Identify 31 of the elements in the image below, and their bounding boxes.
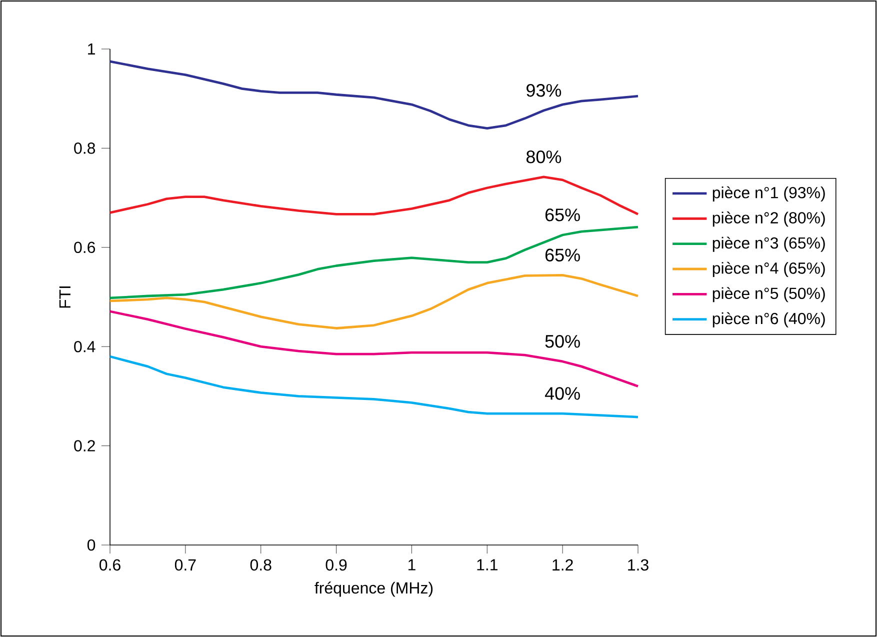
x-tick-label: 1	[408, 559, 416, 570]
legend-label: pièce n°3 (65%)	[712, 236, 825, 252]
x-tick-label: 1.1	[477, 559, 498, 570]
x-tick-label: 1.2	[552, 559, 573, 570]
line-series	[108, 226, 640, 300]
x-tick-label: 0.8	[250, 559, 272, 571]
legend-label: pièce n°4 (65%)	[712, 262, 825, 278]
y-tick-label: 0	[87, 539, 96, 551]
line-series	[108, 274, 640, 330]
annotation: 93%	[526, 84, 562, 97]
y-tick-label: 0.6	[74, 242, 96, 254]
y-axis-title: FTI	[59, 286, 70, 308]
annotation: 80%	[526, 150, 562, 164]
y-tick-label: 0.8	[74, 142, 96, 154]
legend-label: pièce n°5 (50%)	[712, 287, 825, 302]
annotation: 65%	[545, 248, 580, 262]
x-tick-label: 0.7	[174, 559, 196, 571]
y-tick-label: 0.2	[74, 440, 95, 452]
x-tick-label: 1.3	[628, 559, 648, 571]
x-tick-label: 0.6	[100, 559, 120, 571]
legend-label: pièce n°1 (93%)	[712, 186, 825, 202]
legend-label: pièce n°6 (40%)	[712, 312, 825, 328]
y-tick-label: 1	[88, 43, 95, 54]
line-series	[108, 355, 640, 418]
x-axis-title: fréquence (MHz)	[314, 582, 433, 597]
x-tick-label: 0.9	[326, 559, 347, 571]
annotation: 65%	[545, 208, 580, 222]
y-tick-label: 0.4	[74, 340, 96, 352]
legend-label: pièce n°2 (80%)	[712, 212, 825, 227]
annotation: 50%	[545, 334, 580, 348]
annotation: 40%	[544, 387, 580, 400]
